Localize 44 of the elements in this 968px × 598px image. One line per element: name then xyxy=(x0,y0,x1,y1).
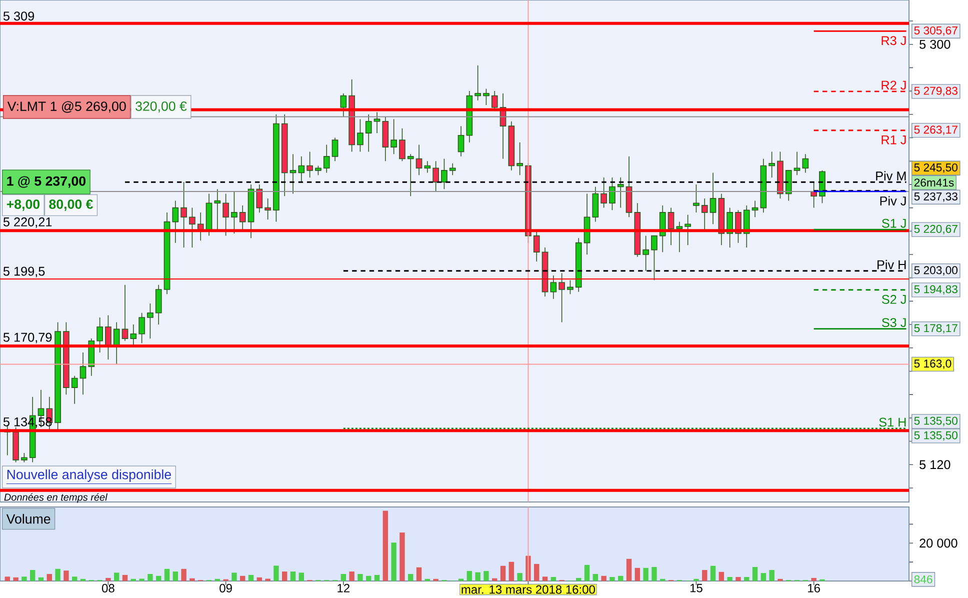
series-label: Piv M xyxy=(876,171,906,180)
data-label: 5 279,83 xyxy=(914,86,958,96)
text: 5 135,50 xyxy=(914,431,958,441)
data-label: 5 135,50 xyxy=(914,416,958,426)
ref-line-label: 5 170,79 xyxy=(3,332,52,344)
series-label: R1 J xyxy=(882,135,906,144)
series-label: R2 J xyxy=(882,80,906,90)
annotation: Données en temps réel xyxy=(4,493,108,503)
x-tick-label: 08 xyxy=(102,584,114,592)
text: 26m41s xyxy=(914,178,954,187)
annotation: Nouvelle analyse disponible xyxy=(7,469,171,482)
text: 5 245,50 xyxy=(914,163,958,173)
x-tick-label: 15 xyxy=(690,584,702,592)
annotation: 1 @ 5 237,00 xyxy=(7,176,86,188)
data-label: 5 194,83 xyxy=(914,285,958,295)
chart-title: Volume xyxy=(6,514,50,524)
data-label: 5 263,17 xyxy=(914,126,958,136)
ref-line-label: 5 220,21 xyxy=(3,217,52,228)
series-label: S3 J xyxy=(882,318,906,328)
series-label: Piv J xyxy=(880,196,906,206)
data-label: 5 220,67 xyxy=(914,224,958,234)
y-tick-label: 5 300 xyxy=(920,40,950,49)
data-label: 5 237,33 xyxy=(914,192,958,202)
ref-line-label: 5 309 xyxy=(3,12,34,21)
x-tick-label: 09 xyxy=(220,584,232,592)
series-label: S1 H xyxy=(879,418,906,427)
annotation: V:LMT 1 @5 269,00 xyxy=(7,101,126,113)
annotation: 5 163,0 xyxy=(914,360,952,369)
series-label: S2 J xyxy=(882,294,906,304)
y-tick-label: 5 120 xyxy=(920,460,950,470)
annotation: 80,00 € xyxy=(49,199,93,211)
data-label: 5 178,17 xyxy=(914,324,958,334)
annotation: 320,00 € xyxy=(136,101,187,113)
ref-line-label: 5 199,5 xyxy=(3,266,45,278)
y-tick-label: 20 000 xyxy=(920,538,958,548)
series-label: R3 J xyxy=(882,36,906,46)
annotation: +8,00 xyxy=(6,199,40,211)
series-label: S1 J xyxy=(882,218,906,228)
x-tick-label: 12 xyxy=(338,584,350,592)
data-label: 5 305,67 xyxy=(914,26,958,36)
annotation: 846 xyxy=(914,575,932,584)
data-label: 5 203,00 xyxy=(914,266,958,276)
series-label: Piv H xyxy=(878,260,906,270)
x-tick-label: 16 xyxy=(808,584,820,592)
